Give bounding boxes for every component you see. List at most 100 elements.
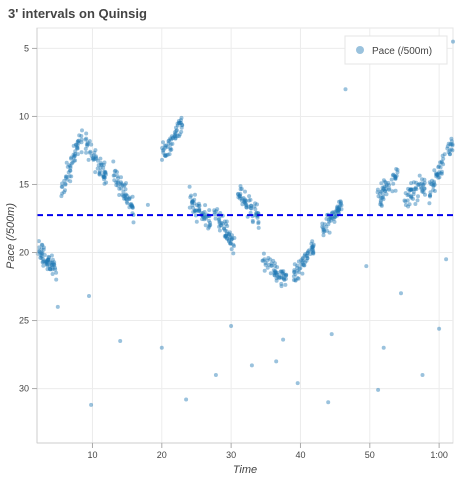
data-point xyxy=(336,205,341,210)
data-point xyxy=(172,132,177,137)
data-point xyxy=(416,194,420,199)
data-point xyxy=(68,164,73,169)
legend-label: Pace (/500m) xyxy=(372,46,432,57)
data-point xyxy=(394,167,399,171)
data-point xyxy=(217,224,222,229)
data-point xyxy=(380,195,385,200)
data-point xyxy=(238,184,243,189)
data-point xyxy=(37,249,42,254)
data-point xyxy=(274,276,279,281)
data-point xyxy=(224,222,228,227)
data-point xyxy=(95,166,100,171)
data-point xyxy=(120,192,125,197)
data-point xyxy=(47,264,52,269)
data-point xyxy=(50,260,55,265)
data-point xyxy=(191,206,196,210)
data-point xyxy=(395,167,400,172)
data-point xyxy=(64,160,69,165)
data-point xyxy=(63,182,68,187)
data-point xyxy=(384,192,389,197)
data-point xyxy=(39,242,44,247)
data-point xyxy=(308,252,313,256)
data-point xyxy=(76,140,81,145)
data-point xyxy=(83,146,88,151)
data-point xyxy=(243,202,248,207)
data-point xyxy=(166,139,171,144)
data-point xyxy=(212,208,217,213)
data-point xyxy=(282,277,287,282)
data-point xyxy=(310,239,315,244)
data-point xyxy=(384,187,388,192)
data-point xyxy=(116,179,121,184)
data-point xyxy=(39,251,44,256)
data-point xyxy=(70,160,75,165)
data-point xyxy=(101,163,106,167)
data-point xyxy=(97,171,102,176)
data-point xyxy=(300,271,305,276)
data-point xyxy=(63,188,67,193)
data-point xyxy=(45,267,50,272)
data-point xyxy=(174,125,178,130)
data-point xyxy=(227,232,232,237)
data-point xyxy=(327,215,332,220)
data-point xyxy=(273,270,278,275)
data-point xyxy=(261,258,266,263)
data-point xyxy=(326,217,331,222)
data-point xyxy=(179,125,184,130)
data-point xyxy=(165,152,170,157)
data-point xyxy=(59,184,64,189)
data-point xyxy=(320,224,325,229)
data-point xyxy=(383,180,388,185)
data-point xyxy=(283,276,288,281)
data-point xyxy=(274,278,279,283)
data-point xyxy=(450,148,455,153)
data-point xyxy=(321,233,326,238)
data-point xyxy=(72,154,77,159)
data-point xyxy=(402,198,407,203)
data-point xyxy=(310,247,315,252)
data-point xyxy=(243,197,247,202)
data-point xyxy=(422,180,427,185)
data-point xyxy=(51,262,56,267)
data-point xyxy=(60,181,65,186)
data-point xyxy=(411,192,416,197)
data-point xyxy=(277,273,282,278)
data-point xyxy=(321,226,326,230)
data-point xyxy=(324,228,329,233)
data-point xyxy=(447,148,452,153)
data-point xyxy=(126,196,131,201)
data-point xyxy=(305,254,310,259)
data-point xyxy=(53,265,57,270)
data-point xyxy=(226,232,231,236)
data-point xyxy=(384,184,389,189)
data-point xyxy=(119,175,123,180)
data-point xyxy=(98,156,103,161)
data-point xyxy=(272,261,277,266)
data-point xyxy=(309,248,314,253)
data-point xyxy=(435,173,440,178)
data-point xyxy=(322,222,327,227)
data-point xyxy=(441,162,446,167)
data-point xyxy=(403,191,408,196)
data-point xyxy=(173,131,178,136)
data-point xyxy=(263,262,268,267)
data-point xyxy=(202,215,207,220)
data-point xyxy=(335,206,340,211)
data-point xyxy=(300,258,305,263)
data-point xyxy=(378,189,383,194)
data-point xyxy=(41,256,45,261)
data-point xyxy=(449,147,454,152)
data-point xyxy=(431,184,436,189)
data-point xyxy=(73,151,78,156)
plot-area xyxy=(36,27,454,444)
data-point xyxy=(440,153,445,158)
data-point xyxy=(74,142,79,147)
data-point xyxy=(63,181,68,186)
data-point xyxy=(269,263,274,268)
data-point xyxy=(272,272,277,277)
data-point xyxy=(79,150,84,155)
data-point xyxy=(422,177,427,182)
data-point xyxy=(124,192,128,197)
data-point xyxy=(187,184,192,189)
data-point xyxy=(239,198,244,203)
